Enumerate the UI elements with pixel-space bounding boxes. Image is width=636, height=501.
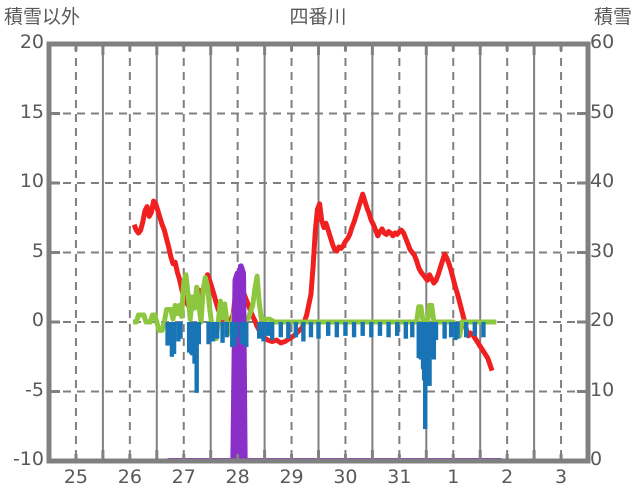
y-right-tick-label: 60: [590, 31, 615, 53]
x-tick-label: 30: [333, 466, 358, 488]
y-left-tick-label: 5: [31, 239, 44, 262]
grid-lines: [49, 44, 588, 461]
y-right-tick-label: 20: [590, 309, 615, 331]
left-axis-unit-label: 積雪以外: [4, 6, 81, 28]
axis-tick-marks: [49, 44, 588, 461]
x-tick-label: 28: [225, 466, 250, 488]
right-axis-unit-label: 積雪: [593, 6, 632, 28]
y-left-tick-label: -10: [12, 448, 44, 470]
x-tick-label: 3: [555, 466, 568, 488]
x-tick-label: 29: [279, 466, 304, 488]
series-layer: [131, 191, 502, 461]
y-right-tick-label: 10: [590, 378, 615, 401]
x-tick-label: 1: [447, 466, 460, 488]
x-tick-label: 31: [387, 466, 412, 488]
x-tick-label: 25: [63, 466, 89, 488]
y-left-tick-label: -5: [25, 378, 44, 401]
y-left-tick-label: 0: [31, 309, 44, 331]
y-left-tick-label: 15: [19, 100, 44, 123]
x-tick-label: 26: [117, 466, 142, 488]
y-right-tick-label: 40: [590, 170, 615, 192]
y-left-tick-label: 20: [19, 31, 44, 53]
y-left-tick-label: 10: [19, 170, 44, 192]
chart-title: 四番川: [289, 6, 347, 28]
x-tick-label: 2: [501, 466, 514, 488]
y-right-tick-label: 0: [590, 448, 603, 470]
y-right-tick-label: 30: [590, 239, 615, 262]
y-right-tick-label: 50: [590, 100, 615, 123]
x-tick-label: 27: [171, 466, 196, 488]
